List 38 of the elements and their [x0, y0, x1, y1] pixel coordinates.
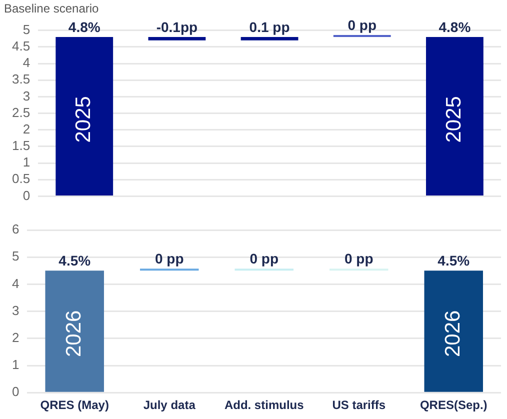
y-tick-label: 1.5 — [12, 138, 30, 154]
y-tick-label: 4 — [12, 276, 20, 291]
y-tick-label: 4 — [22, 55, 30, 70]
y-tick-label: 5 — [12, 248, 20, 264]
data-label: 4.5% — [58, 252, 92, 269]
x-tick-label: QRES(Sep.) — [420, 398, 488, 412]
annotation: 2025 — [72, 96, 96, 143]
data-label: 4.8% — [438, 18, 472, 35]
y-tick-label: 1 — [12, 357, 20, 372]
data-label: 0 pp — [154, 250, 184, 267]
x-tick-label: July data — [143, 398, 196, 412]
data-label: 0 pp — [344, 250, 374, 267]
y-tick-label: 1 — [22, 154, 30, 170]
y-tick-label: 4.5 — [12, 38, 30, 54]
x-tick-label: QRES (May) — [40, 398, 109, 412]
y-tick-label: 2 — [12, 330, 20, 345]
data-label: 0 pp — [348, 16, 377, 33]
data-label: 4.8% — [68, 18, 101, 35]
y-tick-label: 2 — [22, 121, 30, 136]
y-tick-label: 0.5 — [12, 171, 30, 186]
data-label: 4.5% — [438, 252, 470, 269]
y-tick-label: 5 — [22, 22, 30, 37]
y-tick-label: 0 — [22, 188, 30, 203]
annotation: 2026 — [441, 310, 464, 358]
y-tick-label: 3 — [12, 302, 20, 318]
data-label: -0.1pp — [156, 18, 198, 35]
data-label: 0 pp — [250, 250, 279, 267]
y-tick-label: 3 — [22, 88, 30, 104]
y-tick-label: 6 — [12, 222, 20, 237]
y-tick-label: 2.5 — [12, 104, 30, 120]
y-tick-label: 3.5 — [12, 72, 30, 87]
x-tick-label: Add. stimulus — [224, 398, 304, 412]
chart-title: Baseline scenario — [4, 2, 100, 16]
x-tick-label: US tariffs — [332, 398, 386, 412]
annotation: 2026 — [62, 310, 86, 358]
data-label: 0.1 pp — [249, 18, 290, 35]
y-tick-label: 0 — [12, 384, 20, 400]
annotation: 2025 — [442, 96, 466, 143]
